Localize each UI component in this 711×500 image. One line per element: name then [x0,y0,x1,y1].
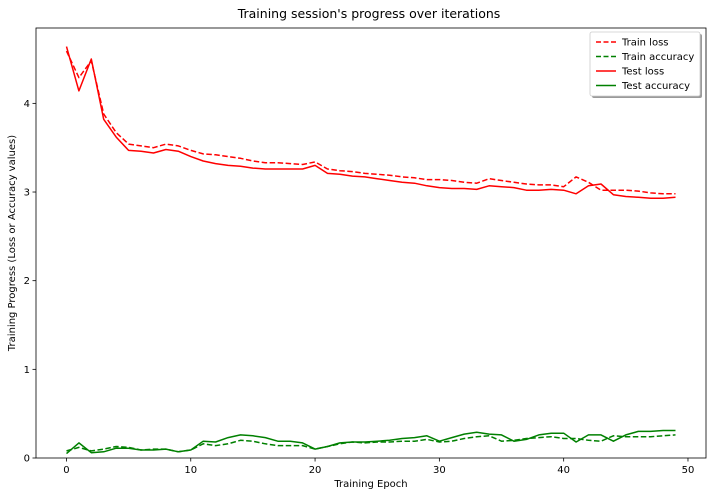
legend-label-train-loss: Train loss [621,38,669,49]
x-axis-label: Training Epoch [333,479,407,490]
y-axis: 0 1 2 3 4 [24,99,36,465]
y-tick-label: 3 [24,188,30,199]
x-tick-label: 50 [682,465,695,476]
x-tick-label: 40 [557,465,570,476]
legend-label-train-accuracy: Train accuracy [621,52,694,63]
legend-label-test-loss: Test loss [621,67,664,78]
legend-box [589,31,701,97]
x-axis: 0 10 20 30 40 50 [63,458,694,476]
y-tick-label: 2 [24,276,30,287]
legend: Train loss Train accuracy Test loss Test ac… [589,31,702,98]
y-tick-label: 0 [24,454,30,465]
legend-label-test-accuracy: Test accuracy [621,81,690,92]
x-tick-label: 10 [184,465,197,476]
x-tick-label: 20 [309,465,322,476]
plot-frame [35,27,707,459]
series-line-train-loss [65,50,676,195]
chart-title: Training session's progress over iterati… [237,6,501,21]
x-tick-label: 0 [63,465,69,476]
y-axis-label: Training Progress (Loss or Accuracy valu… [7,135,18,352]
x-tick-label: 30 [433,465,446,476]
series-line-train-accuracy [66,434,676,453]
y-tick-label: 1 [24,365,30,376]
series-line-test-loss [65,46,676,199]
y-tick-label: 4 [24,99,30,110]
series-layer [65,46,676,455]
series-line-test-accuracy [66,429,676,455]
